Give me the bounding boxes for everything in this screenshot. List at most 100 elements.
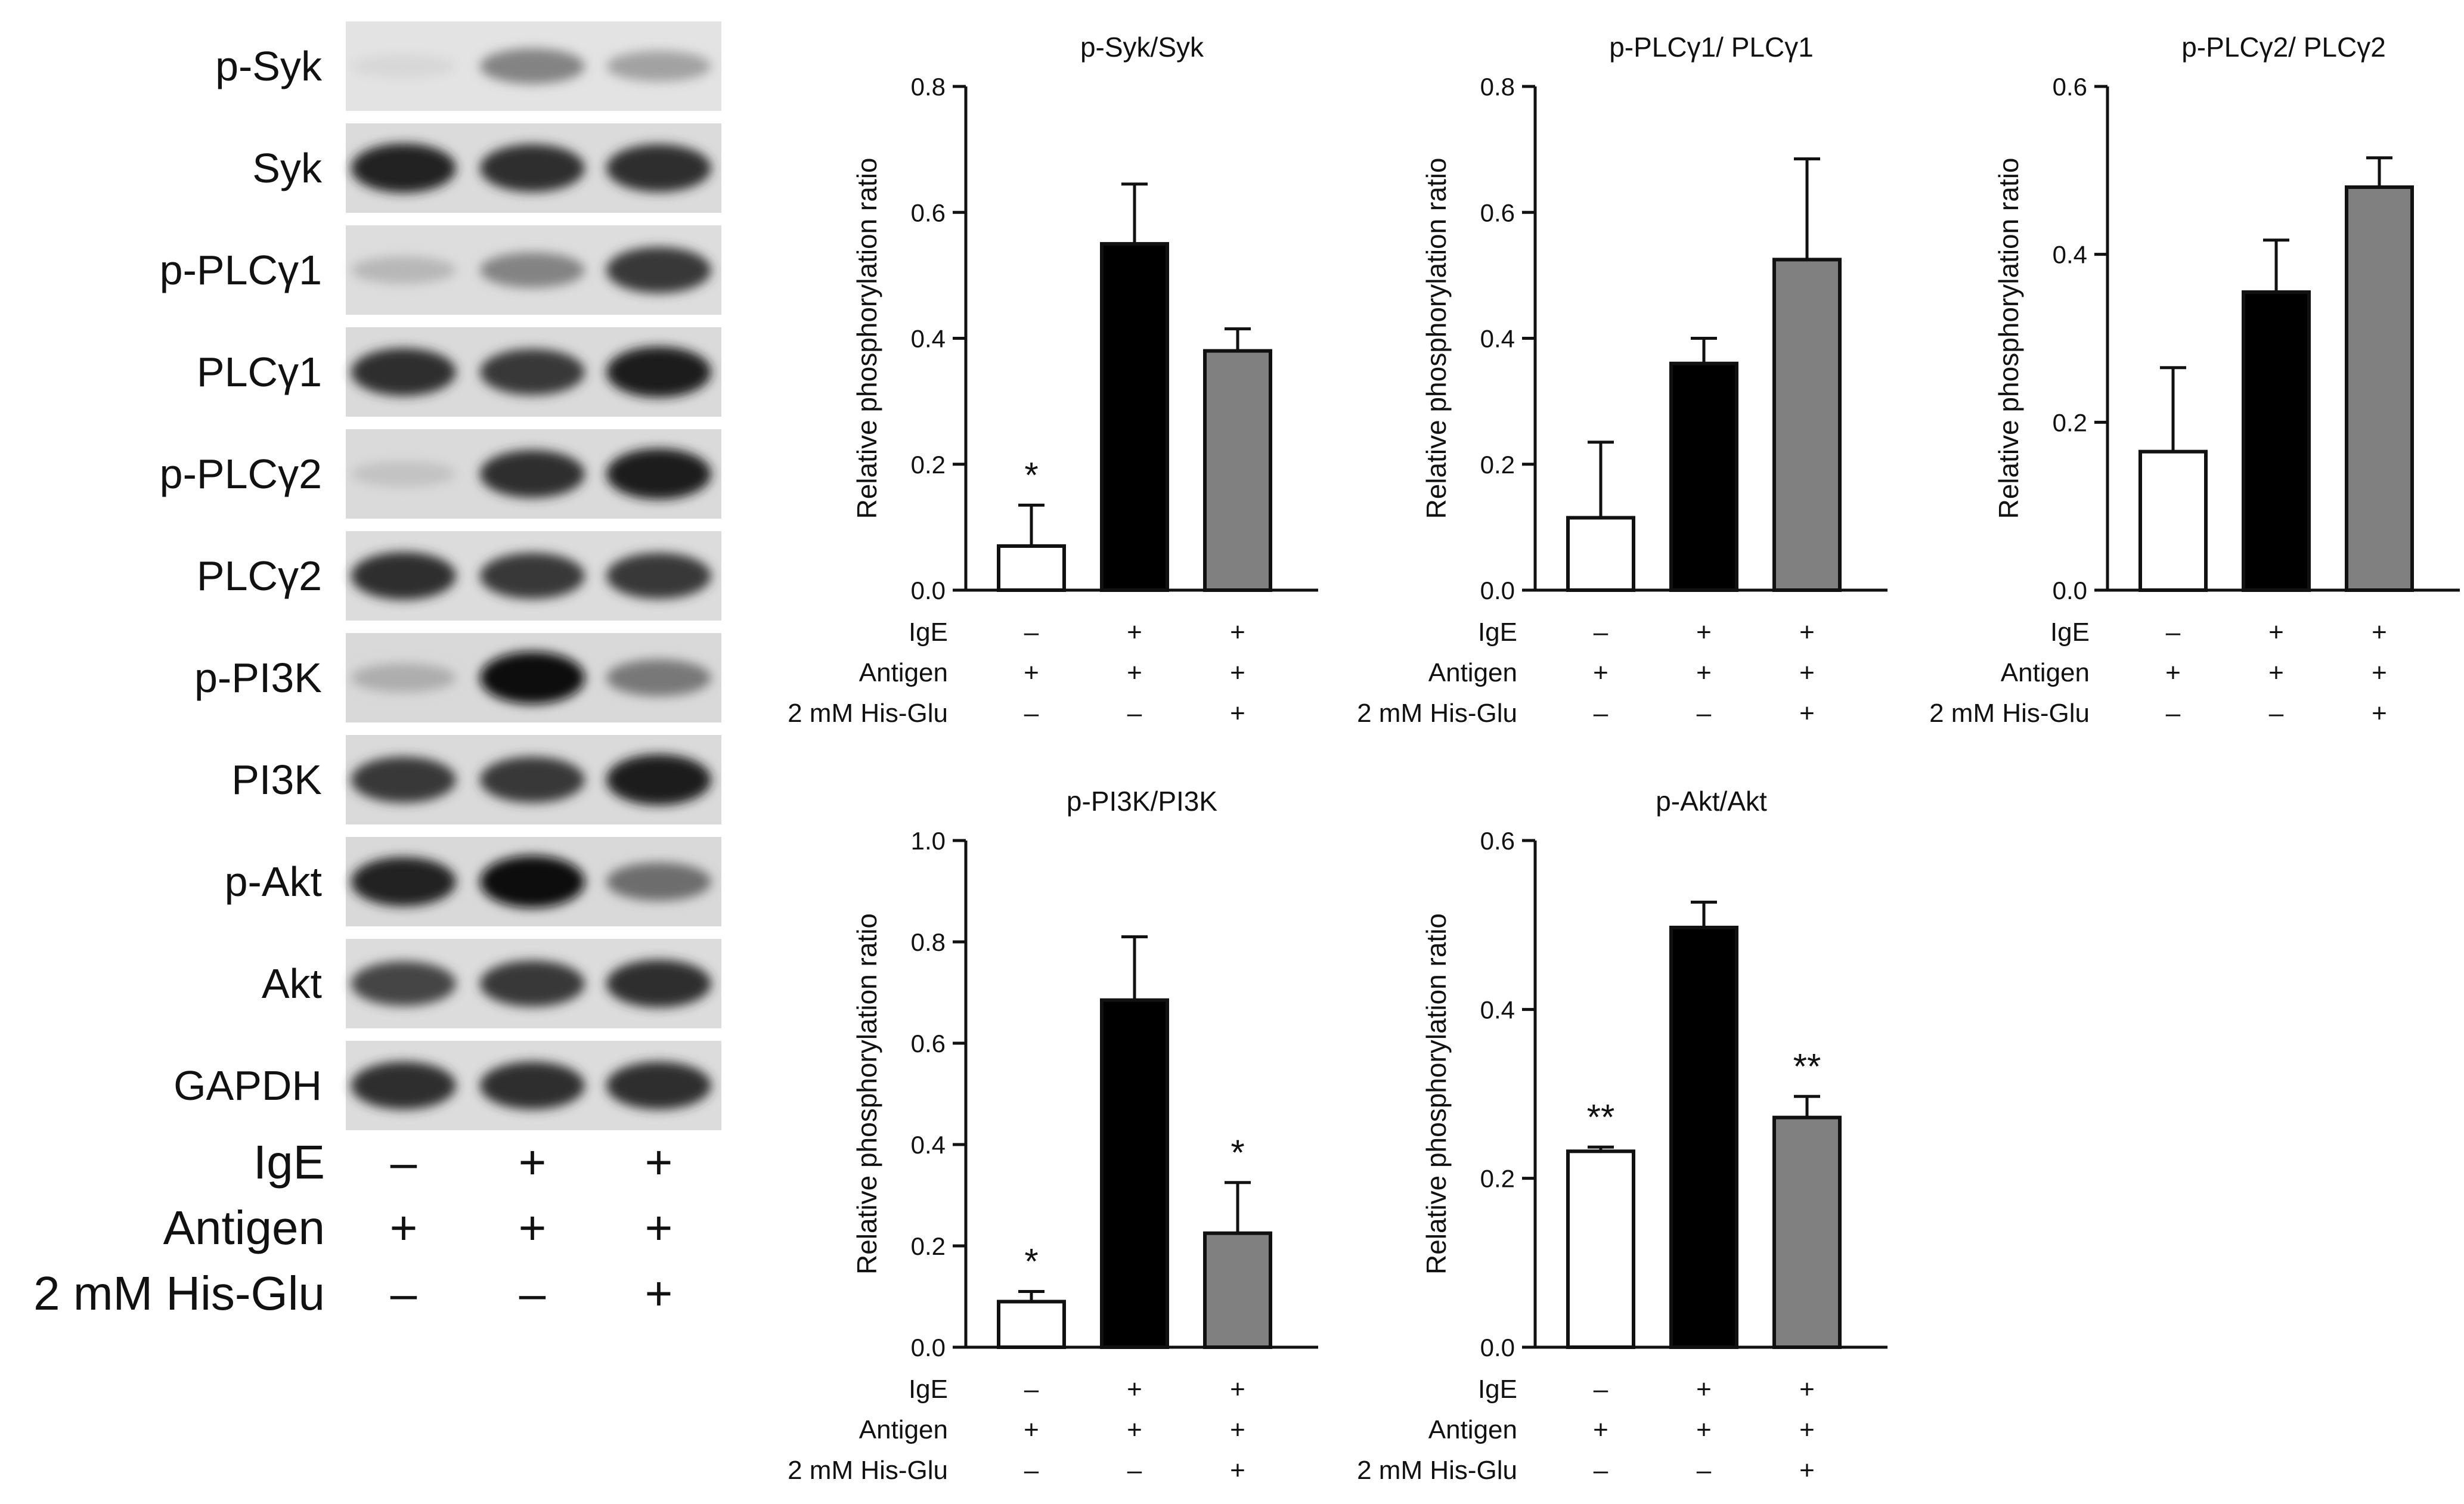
- blot-strip: [346, 837, 721, 926]
- bar: [1669, 361, 1738, 592]
- chart-title: p-PLCγ2/ PLCγ2: [2181, 32, 2386, 63]
- blot-condition-sign: +: [644, 1267, 673, 1320]
- condition-sign: +: [1230, 618, 1245, 647]
- condition-sign: +: [2268, 618, 2284, 647]
- condition-sign: –: [1697, 699, 1712, 728]
- blot-row-label: p-Akt: [224, 858, 322, 905]
- condition-sign: –: [2166, 618, 2181, 647]
- significance-marker: *: [1024, 1242, 1038, 1282]
- condition-sign: +: [1127, 1415, 1142, 1444]
- y-tick-label: 0.0: [911, 576, 946, 604]
- condition-sign: +: [1696, 1375, 1712, 1404]
- blot-band: [351, 143, 456, 193]
- condition-sign: –: [2166, 699, 2181, 728]
- y-tick-label: 0.8: [911, 73, 946, 101]
- chart-title: p-PI3K/PI3K: [1067, 786, 1217, 817]
- y-tick-label: 0.4: [911, 1131, 946, 1159]
- blot-row-label: p-Syk: [215, 43, 322, 89]
- bar: [1772, 258, 1842, 592]
- condition-sign: +: [1799, 1375, 1815, 1404]
- bar-chart: p-PLCγ1/ PLCγ1 0.0 0.2 0.4 0.6 0.8 Relative ph…: [1357, 32, 1887, 728]
- condition-sign: +: [2372, 658, 2387, 687]
- condition-sign: –: [1024, 618, 1039, 647]
- bar-chart: p-Syk/Syk 0.0 0.2 0.4 0.6 0.8 Relative phospho…: [788, 32, 1318, 728]
- condition-sign: +: [1230, 699, 1245, 728]
- y-tick-label: 0.6: [1480, 199, 1515, 227]
- condition-sign: +: [1799, 1415, 1815, 1444]
- blot-band: [606, 448, 711, 500]
- bar: [1669, 925, 1738, 1349]
- bar-chart: p-PI3K/PI3K 0.0 0.2 0.4 0.6 0.8 1.0 Relative ph…: [788, 786, 1318, 1485]
- chart-title: p-Akt/Akt: [1656, 786, 1767, 817]
- blot-band: [480, 960, 585, 1007]
- condition-sign: +: [2165, 658, 2181, 687]
- y-tick-label: 0.4: [911, 325, 946, 353]
- blot-condition-label: 2 mM His-Glu: [33, 1267, 325, 1320]
- y-tick-label: 1.0: [911, 827, 946, 855]
- y-tick-label: 0.6: [2053, 73, 2087, 101]
- blot-band: [351, 663, 456, 693]
- bar: [1203, 349, 1272, 592]
- chart-title: p-Syk/Syk: [1080, 32, 1204, 63]
- condition-sign: +: [1593, 1415, 1608, 1444]
- blot-row-label: Syk: [252, 145, 322, 191]
- chart-title: p-PLCγ1/ PLCγ1: [1609, 32, 1814, 63]
- condition-sign: +: [1799, 699, 1815, 728]
- condition-label: IgE: [2050, 618, 2090, 647]
- blot-condition-sign: +: [389, 1201, 418, 1254]
- bar-chart: p-Akt/Akt 0.0 0.2 0.4 0.6 Relative phosphoryl…: [1357, 786, 1887, 1485]
- blot-row-label: p-PLCγ1: [159, 247, 322, 293]
- bar: [2138, 449, 2208, 592]
- condition-sign: –: [1024, 1456, 1039, 1485]
- y-tick-label: 0.0: [1480, 1334, 1515, 1362]
- blot-strip: [346, 735, 721, 824]
- blot-strip: [346, 633, 721, 722]
- y-tick-label: 0.4: [2053, 241, 2087, 269]
- significance-marker: *: [1231, 1133, 1244, 1173]
- blot-row-label: GAPDH: [173, 1062, 322, 1109]
- blot-strip: [346, 21, 721, 111]
- blot-band: [351, 551, 456, 600]
- bar: [1203, 1231, 1272, 1349]
- significance-marker: **: [1587, 1097, 1615, 1137]
- condition-sign: +: [1593, 658, 1608, 687]
- y-axis-label: Relative phosphorylation ratio: [1421, 157, 1452, 519]
- y-tick-label: 0.0: [1480, 576, 1515, 604]
- y-tick-label: 0.4: [1480, 325, 1515, 353]
- blot-band: [606, 346, 711, 398]
- condition-sign: +: [1696, 618, 1712, 647]
- blot-band: [351, 961, 456, 1006]
- condition-label: 2 mM His-Glu: [1929, 699, 2090, 728]
- y-tick-label: 0.6: [911, 1029, 946, 1058]
- condition-label: 2 mM His-Glu: [1357, 699, 1517, 728]
- condition-label: 2 mM His-Glu: [788, 699, 948, 728]
- condition-label: IgE: [1478, 1375, 1517, 1404]
- condition-sign: –: [1594, 618, 1608, 647]
- blot-band: [351, 857, 456, 907]
- y-tick-label: 0.6: [911, 199, 946, 227]
- blot-strip: [346, 531, 721, 621]
- y-tick-label: 0.8: [911, 928, 946, 956]
- bar: [1100, 242, 1169, 592]
- blot-band: [480, 756, 585, 803]
- blot-band: [480, 855, 585, 908]
- blot-band: [606, 659, 711, 696]
- condition-sign: –: [1594, 699, 1608, 728]
- condition-label: 2 mM His-Glu: [1357, 1456, 1517, 1485]
- blot-band: [351, 1061, 456, 1110]
- y-tick-label: 0.2: [1480, 451, 1515, 479]
- blot-row-label: PLCγ2: [196, 553, 322, 599]
- blot-band: [606, 754, 711, 805]
- condition-sign: +: [1799, 618, 1815, 647]
- condition-sign: +: [1127, 1375, 1142, 1404]
- condition-sign: +: [1024, 1415, 1039, 1444]
- blot-condition-sign: –: [519, 1267, 546, 1320]
- condition-sign: +: [1230, 1375, 1245, 1404]
- condition-sign: –: [2269, 699, 2284, 728]
- y-tick-label: 0.0: [2053, 576, 2087, 604]
- condition-sign: –: [1697, 1456, 1712, 1485]
- y-axis-label: Relative phosphorylation ratio: [1421, 913, 1452, 1274]
- bar: [1772, 1115, 1842, 1349]
- blot-band: [480, 349, 585, 395]
- condition-sign: –: [1024, 1375, 1039, 1404]
